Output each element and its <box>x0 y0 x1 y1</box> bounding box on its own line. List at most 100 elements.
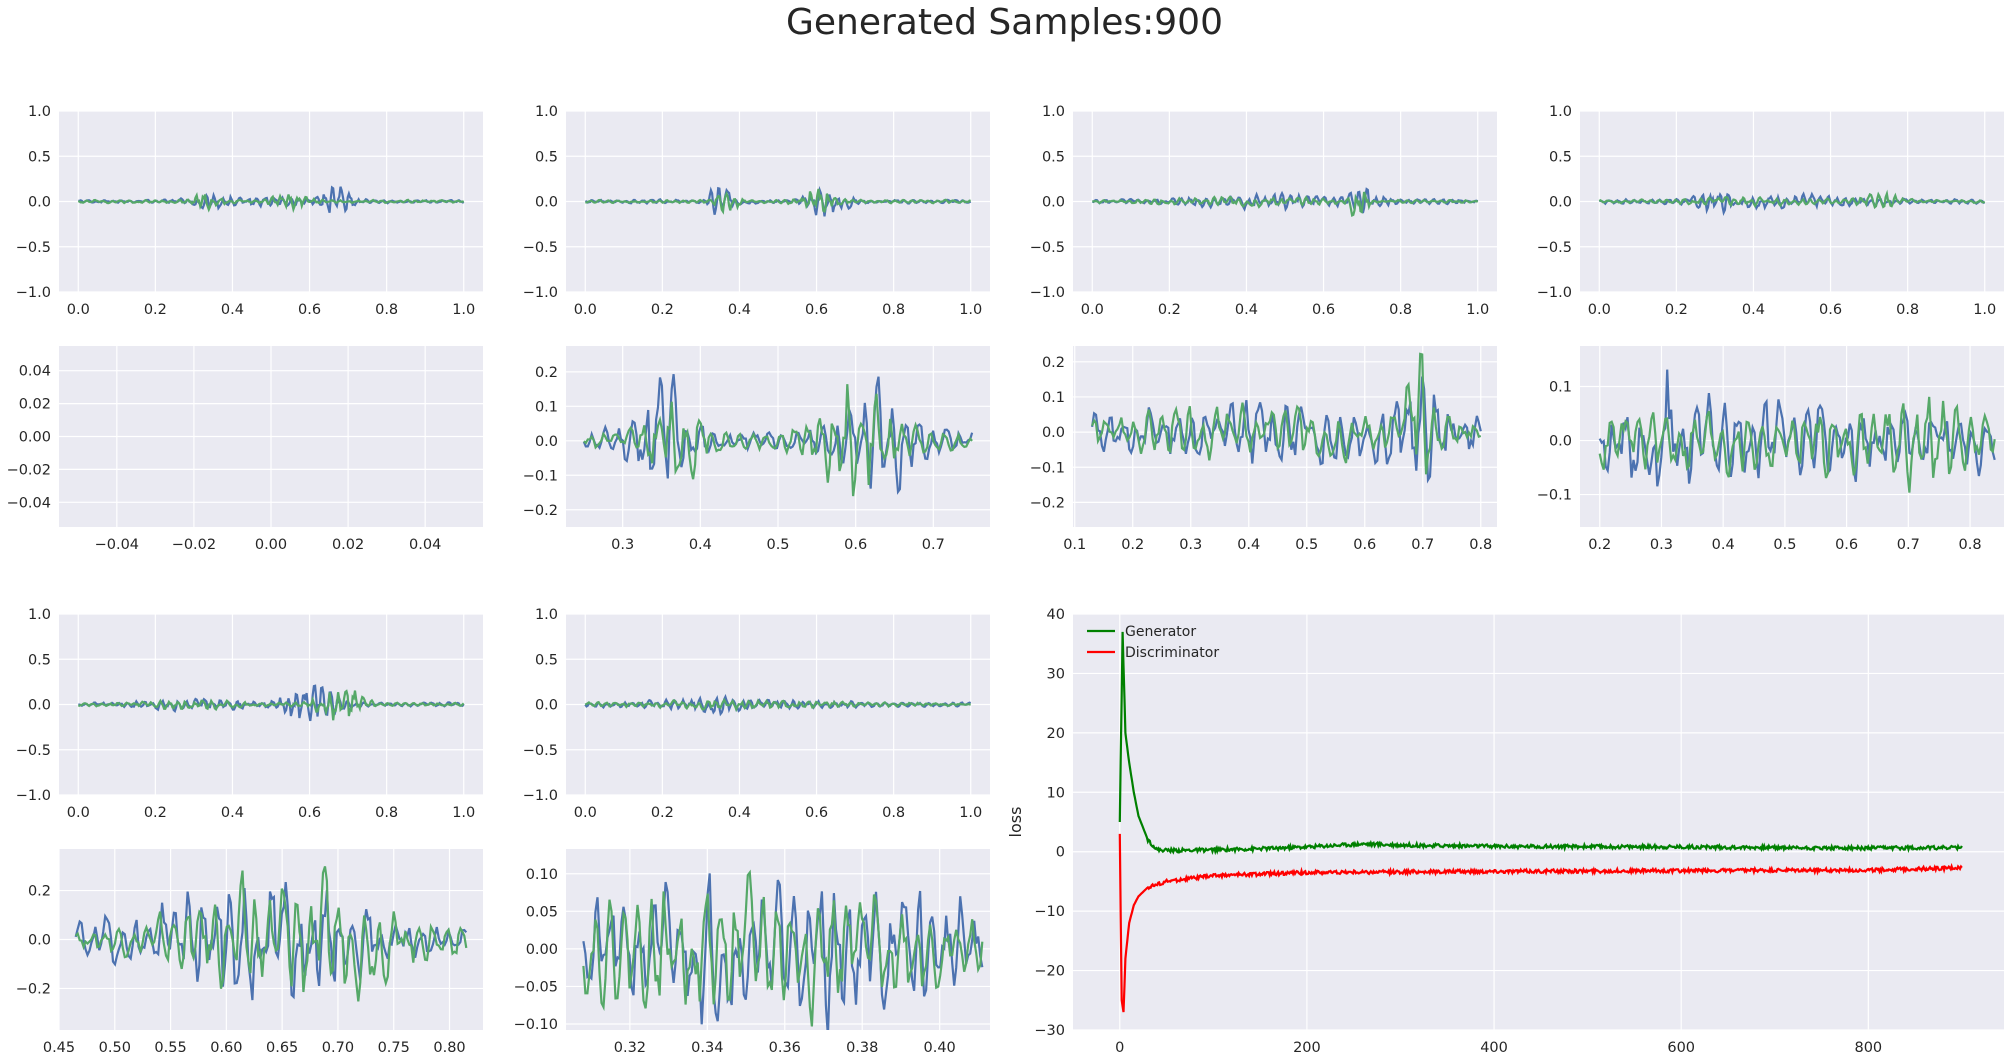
x-tick-label: 0.8 <box>1389 302 1412 318</box>
series-line-a <box>1091 376 1482 484</box>
x-tick-label: 0.2 <box>651 805 674 821</box>
y-tick-label: −1.0 <box>16 285 51 301</box>
x-tick-label: 0.4 <box>1742 302 1765 318</box>
y-tick-label: −0.5 <box>1537 240 1572 256</box>
plot-area <box>1580 346 2004 527</box>
x-tick-label: 0.6 <box>298 805 321 821</box>
y-tick-label: 0.2 <box>28 884 51 900</box>
y-tick-label: 0.5 <box>535 149 558 165</box>
x-tick-label: 0.6 <box>805 805 828 821</box>
x-tick-label: 0.34 <box>691 1040 723 1056</box>
x-tick-label: 0.0 <box>574 805 597 821</box>
x-tick-label: 1.0 <box>959 302 982 318</box>
x-tick-label: 0.55 <box>154 1040 186 1056</box>
x-tick-label: 800 <box>1854 1040 1882 1056</box>
y-tick-label: −0.2 <box>16 981 51 997</box>
y-tick-label: 0.2 <box>1042 355 1065 371</box>
y-tick-label: −0.05 <box>514 979 558 995</box>
panel-wave-1: 0.0 0.2 0.4 0.6 0.8 1.0 −1.0 −0.5 0.0 0.5 1.0 <box>16 104 483 318</box>
y-tick-label: −0.2 <box>523 503 558 519</box>
y-tick-label: 0.5 <box>28 652 51 668</box>
x-tick-label: 0.36 <box>769 1040 801 1056</box>
x-tick-label: −0.04 <box>95 537 139 553</box>
x-tick-label: 0.70 <box>322 1040 354 1056</box>
y-tick-label: 10 <box>1047 785 1065 801</box>
x-tick-label: 0.8 <box>882 805 905 821</box>
y-tick-label: −0.2 <box>1030 495 1065 511</box>
y-tick-label: 1.0 <box>535 607 558 623</box>
x-tick-label: 1.0 <box>1973 302 1996 318</box>
x-tick-label: 0.04 <box>409 537 441 553</box>
y-tick-label: 0.00 <box>19 430 51 446</box>
series-line-b <box>585 188 971 215</box>
x-tick-label: 0.0 <box>1081 302 1104 318</box>
y-tick-label: −0.5 <box>523 743 558 759</box>
panel-wave-6: 0.0 0.2 0.4 0.6 0.8 1.0 −1.0 −0.5 0.0 0.5 1.0 <box>523 607 990 821</box>
x-tick-label: 200 <box>1293 1040 1321 1056</box>
figure-title: Generated Samples:900 <box>785 2 1223 43</box>
x-tick-label: 0.50 <box>99 1040 131 1056</box>
y-tick-label: 30 <box>1047 666 1065 682</box>
y-tick-label: 1.0 <box>535 104 558 120</box>
x-tick-label: 0.8 <box>375 302 398 318</box>
x-tick-label: 0.4 <box>221 302 244 318</box>
y-tick-label: 0.04 <box>19 364 51 380</box>
y-tick-label: 0.0 <box>1042 195 1065 211</box>
y-tick-label: −0.10 <box>514 1017 558 1033</box>
x-tick-label: 0.65 <box>266 1040 298 1056</box>
y-tick-label: −1.0 <box>1030 285 1065 301</box>
x-tick-label: 0.5 <box>1773 537 1796 553</box>
legend-label-discriminator: Discriminator <box>1125 645 1219 661</box>
y-tick-label: −0.5 <box>523 240 558 256</box>
y-tick-label: 0.1 <box>535 399 558 415</box>
x-tick-label: 0.32 <box>614 1040 646 1056</box>
y-tick-label: 1.0 <box>1549 104 1572 120</box>
x-tick-label: 0.2 <box>1588 537 1611 553</box>
x-tick-label: 0.5 <box>1295 537 1318 553</box>
x-tick-label: −0.02 <box>172 537 216 553</box>
series-line-b <box>584 697 971 713</box>
x-tick-label: 600 <box>1667 1040 1695 1056</box>
series-line-discriminator <box>1118 833 1963 1013</box>
y-tick-label: 1.0 <box>28 104 51 120</box>
x-tick-label: 0.4 <box>1237 537 1260 553</box>
panel-wave-5: 0.0 0.2 0.4 0.6 0.8 1.0 −1.0 −0.5 0.0 0.5 1.0 <box>16 607 483 821</box>
y-tick-label: 0.5 <box>28 149 51 165</box>
x-tick-label: 0.3 <box>1179 537 1202 553</box>
x-tick-label: 0.00 <box>255 537 287 553</box>
x-tick-label: 0.4 <box>221 805 244 821</box>
y-tick-label: 0.0 <box>535 434 558 450</box>
y-tick-label: −0.1 <box>523 468 558 484</box>
panel-wave-3: 0.0 0.2 0.4 0.6 0.8 1.0 −1.0 −0.5 0.0 0.5 1.0 <box>1030 104 1497 318</box>
x-tick-label: 0.4 <box>728 805 751 821</box>
y-tick-label: 0.02 <box>19 397 51 413</box>
y-tick-label: −0.02 <box>7 462 51 478</box>
y-tick-label: 1.0 <box>28 607 51 623</box>
x-tick-label: 0.45 <box>43 1040 75 1056</box>
y-tick-label: 20 <box>1047 726 1065 742</box>
y-tick-label: −0.1 <box>1537 488 1572 504</box>
y-tick-label: −1.0 <box>523 788 558 804</box>
x-tick-label: 0.2 <box>1665 302 1688 318</box>
y-tick-label: −0.5 <box>16 240 51 256</box>
panel-zoom-2: 0.3 0.4 0.5 0.6 0.7 −0.2 −0.1 0.0 0.1 0.2 <box>523 346 990 553</box>
series-line-b <box>1091 352 1482 475</box>
x-tick-label: 0.3 <box>611 537 634 553</box>
y-axis-label: loss <box>1006 807 1025 838</box>
y-tick-label: −1.0 <box>523 285 558 301</box>
x-tick-label: 0.8 <box>882 302 905 318</box>
x-tick-label: 0.2 <box>144 302 167 318</box>
x-tick-label: 0.7 <box>922 537 945 553</box>
y-tick-label: 0.2 <box>535 365 558 381</box>
x-tick-label: 0.40 <box>924 1040 956 1056</box>
x-tick-label: 0.8 <box>1959 537 1982 553</box>
x-tick-label: 0.80 <box>433 1040 465 1056</box>
x-tick-label: 1.0 <box>452 805 475 821</box>
x-tick-label: 0.6 <box>1819 302 1842 318</box>
y-tick-label: −30 <box>1034 1023 1065 1039</box>
y-tick-label: 1.0 <box>1042 104 1065 120</box>
panel-zoom-6: 0.32 0.34 0.36 0.38 0.40 −0.10 −0.05 0.00 0.05 0.… <box>514 849 990 1056</box>
plot-area <box>1073 346 1497 527</box>
y-tick-label: −0.5 <box>1030 240 1065 256</box>
